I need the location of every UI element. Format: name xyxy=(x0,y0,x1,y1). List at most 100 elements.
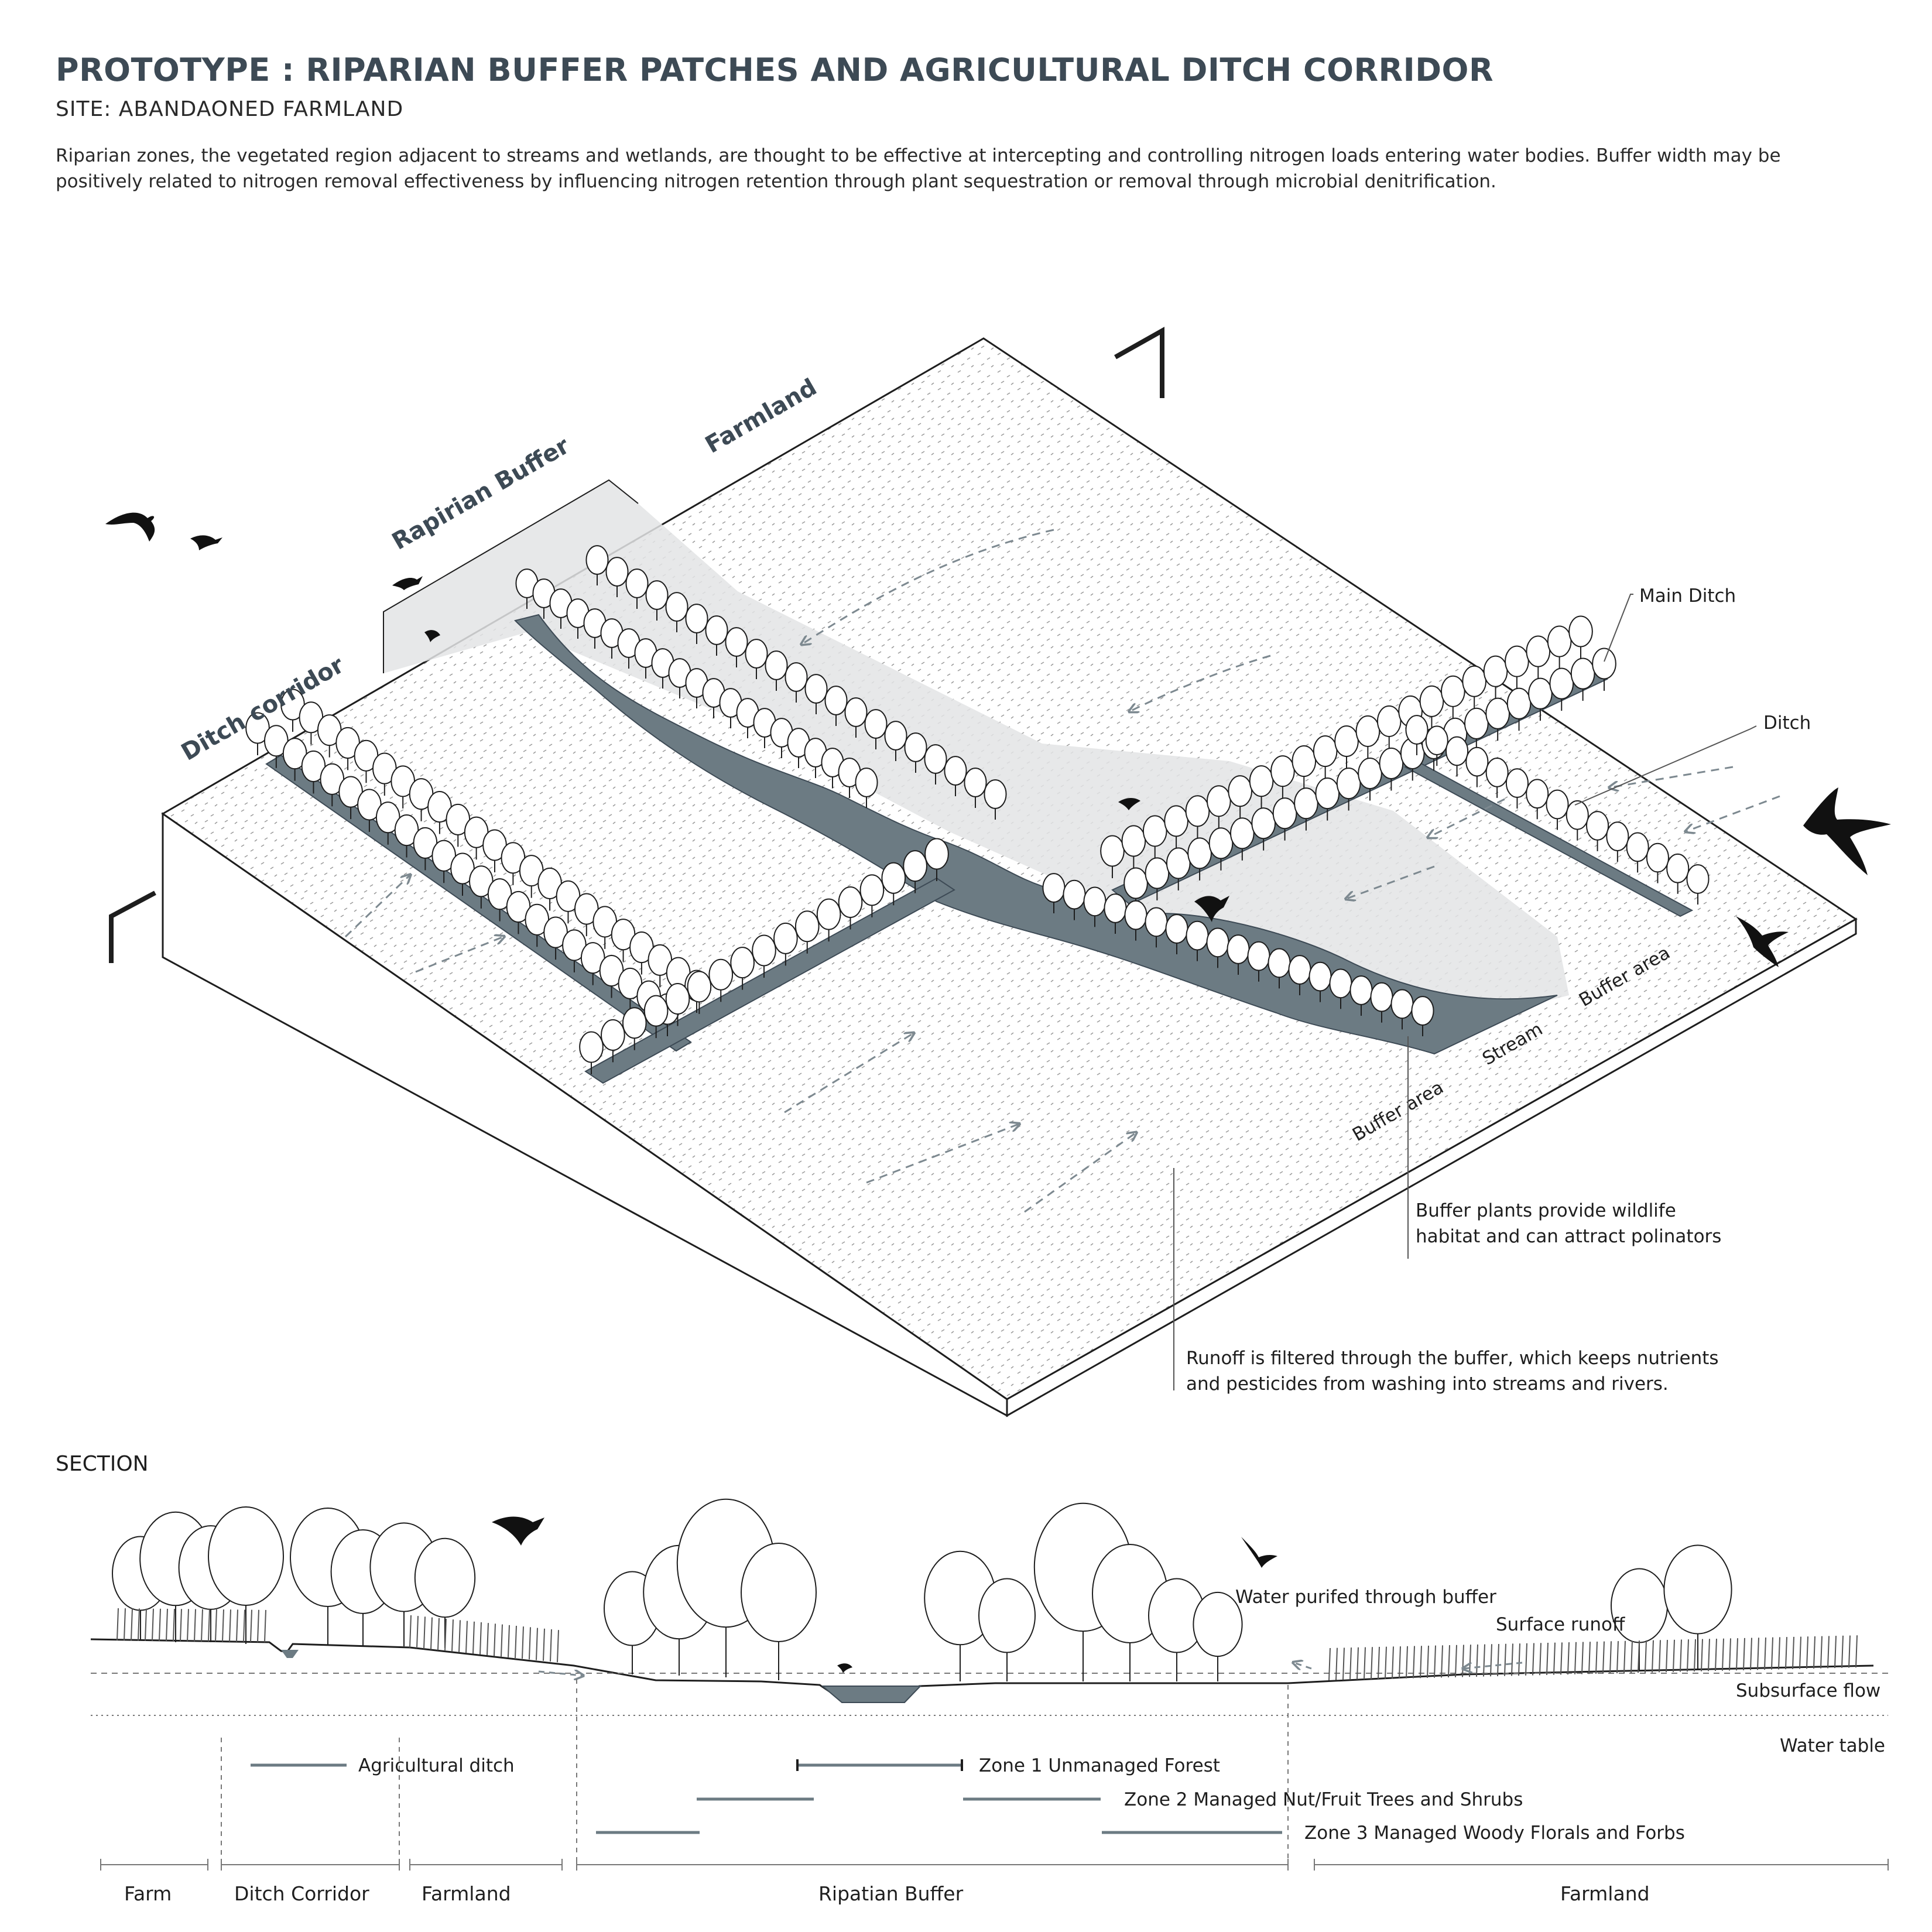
tree-icon xyxy=(645,580,669,621)
tree-icon xyxy=(745,639,768,679)
grass-stalk xyxy=(187,1609,189,1642)
tree-icon xyxy=(1376,705,1402,749)
tree-icon xyxy=(665,592,688,632)
grass-stalk xyxy=(1680,1639,1682,1672)
tree-icon xyxy=(625,568,649,609)
grass-stalk xyxy=(1560,1642,1563,1675)
tree-icon xyxy=(1379,747,1404,791)
grass-stalk xyxy=(1806,1636,1808,1669)
bird-icon xyxy=(837,1663,852,1673)
grass-stalk xyxy=(1722,1638,1724,1671)
grass-stalk xyxy=(1483,1644,1485,1677)
tree-icon xyxy=(685,604,708,644)
tree-icon xyxy=(1185,795,1210,838)
grass-stalk xyxy=(508,1625,510,1657)
bird-icon xyxy=(190,535,222,550)
section-flow-arrows xyxy=(538,1663,1523,1676)
annotation-surface-runoff: Surface runoff xyxy=(1496,1614,1625,1635)
tree-icon xyxy=(617,628,640,669)
axonometric-block: Farmland Rapirian Buffer Ditch corridor … xyxy=(109,327,1858,1417)
bird-icon xyxy=(1803,787,1891,875)
grass-stalk xyxy=(1427,1645,1429,1678)
grass-stalk xyxy=(250,1609,252,1642)
grass-stalk xyxy=(1848,1635,1851,1668)
tree-icon xyxy=(1485,697,1510,741)
grass-stalk xyxy=(1364,1647,1366,1680)
grass-stalk xyxy=(138,1608,140,1641)
grass-stalk xyxy=(1392,1646,1394,1679)
tree-icon xyxy=(519,855,544,898)
grass-stalk xyxy=(145,1608,147,1641)
section-title: SECTION xyxy=(56,1452,149,1476)
tree-icon xyxy=(1270,755,1295,799)
tree-icon xyxy=(532,578,556,619)
tree-icon xyxy=(765,650,788,691)
grass-stalk xyxy=(416,1616,419,1649)
legend-zone1: Zone 1 Unmanaged Forest xyxy=(979,1755,1220,1776)
callout-buffer-plants-line1: Buffer plants provide wildlife xyxy=(1416,1200,1676,1221)
grass-stalk xyxy=(1736,1638,1738,1671)
callout-ditch: Ditch xyxy=(1763,712,1811,734)
tree-icon xyxy=(1165,914,1188,954)
grass-stalk xyxy=(1778,1637,1780,1670)
grass-stalk xyxy=(1567,1642,1570,1675)
tree-icon xyxy=(1528,677,1553,721)
grass-stalk xyxy=(194,1609,196,1642)
grass-stalk xyxy=(1469,1645,1471,1677)
bird-icon xyxy=(105,512,155,542)
bird-icon xyxy=(424,630,440,642)
tree-icon xyxy=(1505,768,1529,809)
callout-main-ditch: Main Ditch xyxy=(1639,585,1736,607)
tree-icon xyxy=(752,934,776,978)
tree-icon xyxy=(816,898,841,942)
grass-stalk xyxy=(1356,1647,1359,1680)
grass-stalk xyxy=(1448,1645,1450,1678)
grass-stalk xyxy=(173,1609,175,1642)
bird-icon xyxy=(1118,798,1140,810)
extent-riparian-buffer: Ripatian Buffer xyxy=(818,1882,964,1905)
grass-stalk xyxy=(1638,1640,1640,1673)
extent-ditch-corridor: Ditch Corridor xyxy=(234,1882,369,1905)
tree-icon xyxy=(1663,1544,1732,1669)
tree-icon xyxy=(1229,817,1255,861)
bird-icon xyxy=(492,1516,544,1546)
section-grass xyxy=(117,1608,1858,1681)
section-ground-line xyxy=(90,1638,1874,1702)
tree-icon xyxy=(1526,779,1549,820)
tree-icon xyxy=(978,1578,1036,1681)
tree-rows xyxy=(245,545,1710,1074)
tree-icon xyxy=(1249,765,1274,809)
tree-icon xyxy=(1208,827,1234,871)
tree-icon xyxy=(643,995,669,1039)
tree-icon xyxy=(1315,777,1340,821)
grass-stalk xyxy=(1701,1639,1703,1671)
annotation-water-purified: Water purifed through buffer xyxy=(1235,1587,1496,1608)
grass-stalk xyxy=(1532,1643,1534,1676)
grass-stalk xyxy=(236,1609,238,1642)
grass-stalk xyxy=(1553,1642,1556,1675)
tree-icon xyxy=(1440,675,1465,719)
legend-zone3: Zone 3 Managed Woody Florals and Forbs xyxy=(1304,1823,1685,1844)
bird-icon xyxy=(1241,1537,1277,1568)
grass-stalk xyxy=(1623,1640,1626,1673)
tree-icon xyxy=(1334,725,1359,769)
legend-zone2: Zone 2 Managed Nut/Fruit Trees and Shrub… xyxy=(1124,1789,1523,1810)
grass-stalk xyxy=(1630,1640,1633,1673)
tree-icon xyxy=(208,1506,284,1644)
tree-icon xyxy=(944,756,967,796)
grass-stalk xyxy=(1820,1636,1823,1669)
grass-stalk xyxy=(124,1608,126,1641)
grass-stalk xyxy=(1518,1643,1520,1676)
tree-icon xyxy=(583,608,607,649)
tree-icon xyxy=(1419,685,1444,729)
tree-icon xyxy=(1292,745,1317,789)
block-right-wall xyxy=(1006,917,1857,1417)
tree-icon xyxy=(1483,655,1508,699)
tree-icon xyxy=(1142,815,1167,858)
tree-icon xyxy=(585,545,609,585)
grass-stalk xyxy=(479,1622,482,1655)
grass-stalk xyxy=(1378,1646,1380,1680)
grass-stalk xyxy=(1813,1636,1815,1669)
grass-stalk xyxy=(201,1609,203,1642)
